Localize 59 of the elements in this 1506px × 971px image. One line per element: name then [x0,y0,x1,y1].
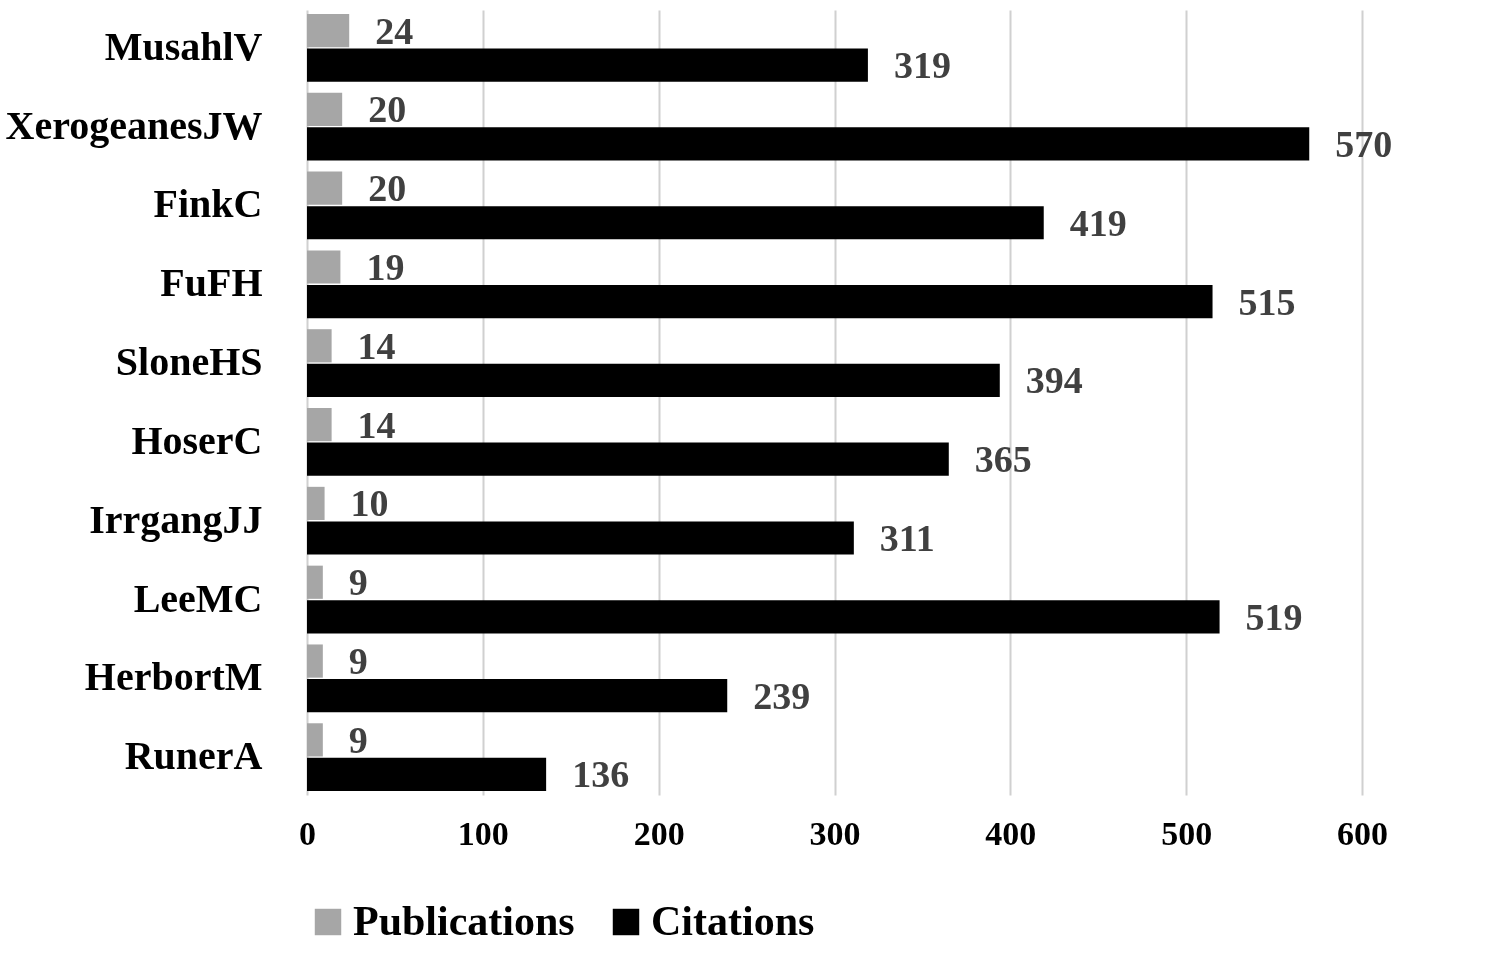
x-tick-label: 100 [457,814,509,852]
bar [307,757,547,792]
x-tick-label: 400 [985,814,1037,852]
data-label: 9 [348,718,368,761]
data-label: 9 [348,561,368,604]
bar [307,521,854,555]
y-tick-label: MusahlV [104,23,263,69]
x-tick-label: 500 [1161,814,1213,852]
y-tick-label: FuFH [160,260,263,306]
legend-label: Citations [651,898,815,944]
bar [307,486,325,521]
bar [307,48,868,82]
x-tick-label: 300 [809,814,861,852]
data-label: 319 [893,44,951,87]
y-tick-label: XerogeanesJW [5,102,263,148]
bar [307,644,323,678]
x-tick-label: 200 [633,814,685,852]
y-tick-label: HoserC [131,417,263,463]
bar [307,565,323,599]
bar [307,284,1213,319]
data-label: 14 [357,403,396,446]
bar [307,723,323,757]
data-label: 365 [974,438,1032,481]
y-tick-label: FinkC [153,181,263,227]
bar [307,13,350,48]
data-label: 14 [357,324,396,367]
y-tick-label: LeeMC [133,575,263,621]
data-label: 9 [348,640,368,683]
bar [307,250,341,284]
y-tick-label: HerbortM [84,654,263,700]
data-label: 10 [350,482,389,525]
y-tick-label: RunerA [124,733,263,779]
data-label: 519 [1245,595,1303,638]
data-label: 24 [375,9,414,52]
data-label: 19 [366,245,405,288]
bar [307,329,332,363]
legend-label: Publications [353,898,575,944]
bar [307,127,1310,161]
data-label: 239 [753,674,811,717]
data-label: 20 [368,167,407,210]
bar [307,171,343,205]
data-label: 394 [1025,359,1083,402]
data-label: 515 [1238,280,1296,323]
data-label: 20 [368,88,407,131]
bar [307,600,1220,634]
x-tick-label: 0 [299,814,316,852]
x-tick-label: 600 [1337,814,1388,852]
data-label: 311 [879,517,935,560]
data-label: 136 [572,753,630,796]
data-label: 570 [1335,122,1393,165]
bar [307,92,343,126]
bar [307,408,332,442]
data-label: 419 [1069,201,1127,244]
bar [307,679,728,713]
y-tick-label: IrrgangJJ [89,496,263,542]
bar [307,206,1044,240]
bar [307,442,949,476]
y-tick-label: SloneHS [115,339,263,385]
bar [307,363,1000,397]
